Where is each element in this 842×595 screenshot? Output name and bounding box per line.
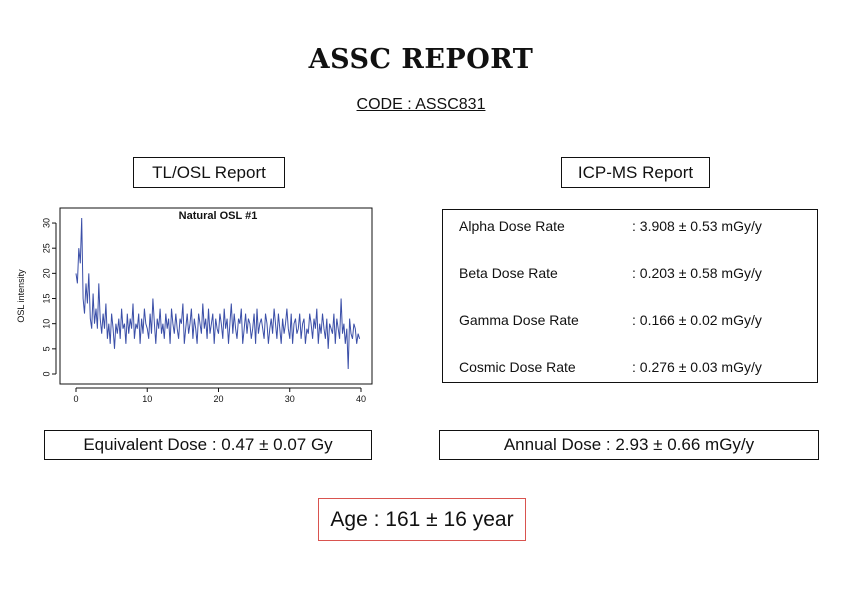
x-tick-label: 30 — [285, 394, 295, 404]
x-tick-label: 40 — [356, 394, 366, 404]
age-result-box: Age : 161 ± 16 year — [318, 498, 526, 541]
alpha-dose-row: Alpha Dose Rate : 3.908 ± 0.53 mGy/y — [459, 218, 762, 234]
y-tick-label: 20 — [41, 268, 51, 278]
x-tick-label: 10 — [142, 394, 152, 404]
y-tick-label: 25 — [41, 243, 51, 253]
cosmic-dose-value: : 0.276 ± 0.03 mGy/y — [632, 359, 762, 375]
report-code: CODE : ASSC831 — [356, 96, 486, 113]
icp-ms-dose-table: Alpha Dose Rate : 3.908 ± 0.53 mGy/y Beta… — [442, 209, 818, 383]
beta-dose-value: : 0.203 ± 0.58 mGy/y — [632, 265, 762, 281]
cosmic-dose-row: Cosmic Dose Rate : 0.276 ± 0.03 mGy/y — [459, 359, 762, 375]
gamma-dose-label: Gamma Dose Rate — [459, 312, 579, 328]
equivalent-dose-box: Equivalent Dose : 0.47 ± 0.07 Gy — [44, 430, 372, 460]
chart-title: Natural OSL #1 — [179, 210, 258, 222]
y-tick-label: 15 — [41, 294, 51, 304]
y-tick-label: 30 — [41, 218, 51, 228]
beta-dose-row: Beta Dose Rate : 0.203 ± 0.58 mGy/y — [459, 265, 762, 281]
osl-chart: Natural OSL #1 OSL intensity 0 10 20 30 40 0… — [14, 200, 376, 410]
y-tick-label: 5 — [41, 346, 51, 351]
gamma-dose-row: Gamma Dose Rate : 0.166 ± 0.02 mGy/y — [459, 312, 762, 328]
alpha-dose-value: : 3.908 ± 0.53 mGy/y — [632, 218, 762, 234]
osl-chart-svg: Natural OSL #1 OSL intensity 0 10 20 30 40 0… — [16, 207, 373, 404]
y-tick-label: 0 — [41, 371, 51, 376]
cosmic-dose-label: Cosmic Dose Rate — [459, 359, 576, 375]
tl-osl-report-header: TL/OSL Report — [133, 157, 285, 188]
gamma-dose-value: : 0.166 ± 0.02 mGy/y — [632, 312, 762, 328]
y-axis: 0 5 10 15 20 25 30 — [41, 218, 57, 377]
alpha-dose-label: Alpha Dose Rate — [459, 218, 565, 234]
icp-ms-report-header: ICP-MS Report — [561, 157, 710, 188]
plot-frame — [59, 207, 373, 385]
annual-dose-box: Annual Dose : 2.93 ± 0.66 mGy/y — [439, 430, 819, 460]
report-title: ASSC REPORT — [308, 44, 534, 75]
osl-series-line — [75, 217, 361, 370]
beta-dose-label: Beta Dose Rate — [459, 265, 558, 281]
x-tick-label: 0 — [73, 394, 78, 404]
x-tick-label: 20 — [213, 394, 223, 404]
x-axis: 0 10 20 30 40 — [73, 387, 366, 404]
y-axis-label: OSL intensity — [16, 269, 26, 323]
y-tick-label: 10 — [41, 319, 51, 329]
